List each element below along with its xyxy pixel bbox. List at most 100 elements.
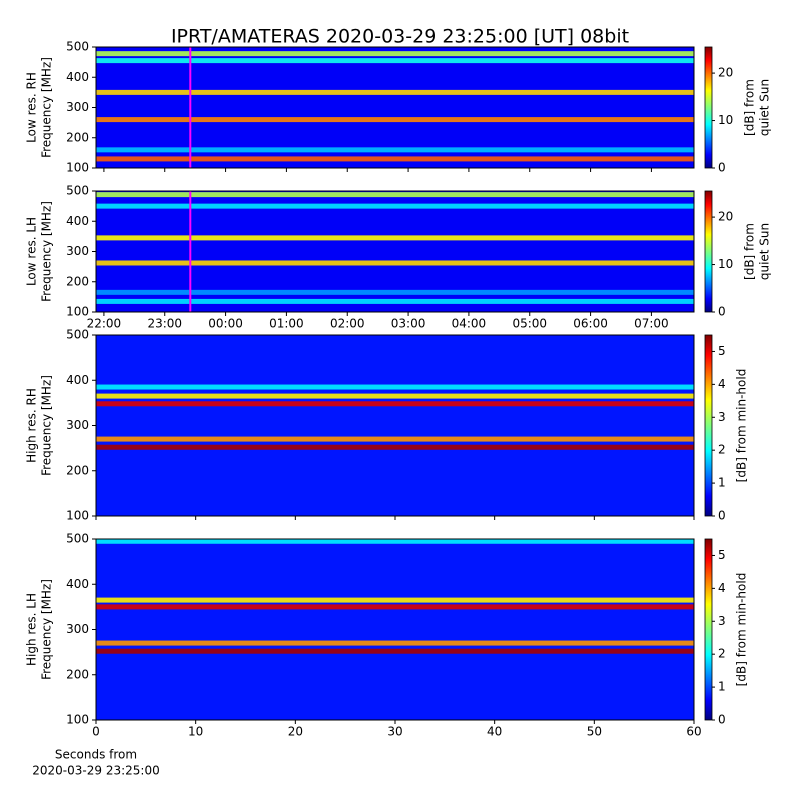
band [96,538,694,544]
colorbar-tick-label: 3 [718,410,726,424]
band [96,51,694,57]
y-axis-label: High res. RH [25,388,39,463]
y-tick-label: 100 [66,713,89,727]
y-tick-label: 400 [66,577,89,591]
colorbar-tick-label: 5 [718,344,726,358]
y-tick-label: 100 [66,509,89,523]
x-tick-label: 22:00 [87,317,122,331]
chart-title: IPRT/AMATERAS 2020-03-29 23:25:00 [UT] 0… [171,26,629,48]
colorbar-label: quiet Sun [758,223,772,280]
y-tick-label: 500 [66,532,89,546]
x-tick-label: 05:00 [512,317,547,331]
y-tick-label: 500 [66,184,89,198]
x-tick-label: 00:00 [208,317,243,331]
y-tick-label: 200 [66,274,89,288]
y-tick-label: 300 [66,100,89,114]
colorbar-tick-label: 4 [718,377,726,391]
band [96,235,694,241]
y-axis-label: Low res. LH [25,217,39,286]
y-axis-label: High res. LH [25,593,39,666]
x-tick-label: 40 [487,725,502,739]
x-tick-label: 50 [587,725,602,739]
x-tick-label: 07:00 [634,317,669,331]
colorbar-label: [dB] from [743,223,757,280]
y-axis-label: Low res. RH [25,72,39,143]
x-tick-label: 04:00 [452,317,487,331]
y-tick-label: 400 [66,214,89,228]
x-tick-label: 30 [387,725,402,739]
band [96,58,694,64]
heatmap-background [96,539,694,720]
colorbar [704,190,713,313]
band [96,640,694,646]
y-tick-label: 400 [66,70,89,84]
colorbar-tick-label: 10 [718,113,733,127]
colorbar-tick-label: 20 [718,66,733,80]
x-axis-label: 2020-03-29 23:25:00 [32,764,159,778]
y-axis-label: Frequency [MHz] [40,201,54,302]
band [96,648,694,654]
colorbar [704,538,713,721]
band [96,384,694,390]
band [96,436,694,442]
colorbar-tick-label: 0 [718,161,726,175]
colorbar-tick-label: 2 [718,443,726,457]
colorbar [704,46,713,169]
colorbar-tick-label: 0 [718,305,726,319]
x-tick-label: 60 [686,725,701,739]
x-tick-label: 0 [92,725,100,739]
y-axis-label: Frequency [MHz] [40,375,54,476]
y-tick-label: 400 [66,373,89,387]
colorbar-tick-label: 20 [718,210,733,224]
band [96,192,694,198]
y-tick-label: 500 [66,328,89,342]
colorbar-tick-label: 5 [718,548,726,562]
x-tick-label: 10 [188,725,203,739]
y-axis-label: Frequency [MHz] [40,579,54,680]
band [96,117,694,123]
y-tick-label: 300 [66,244,89,258]
colorbar [704,334,713,517]
colorbar-label: [dB] from min-hold [735,369,749,483]
band [96,298,694,304]
band [96,604,694,610]
colorbar-label: [dB] from [743,79,757,136]
colorbar-label: [dB] from min-hold [735,573,749,687]
y-tick-label: 200 [66,463,89,477]
band [96,260,694,266]
band [96,203,694,209]
colorbar-tick-label: 0 [718,713,726,727]
band [96,597,694,603]
band [96,89,694,95]
colorbar-tick-label: 3 [718,614,726,628]
x-tick-label: 20 [288,725,303,739]
colorbar-tick-label: 1 [718,680,726,694]
band [96,147,694,153]
y-tick-label: 100 [66,305,89,319]
y-tick-label: 200 [66,130,89,144]
band [96,156,694,162]
x-tick-label: 06:00 [573,317,608,331]
band [96,401,694,407]
y-tick-label: 500 [66,40,89,54]
y-tick-label: 200 [66,667,89,681]
colorbar-tick-label: 0 [718,509,726,523]
y-tick-label: 100 [66,161,89,175]
colorbar-tick-label: 10 [718,257,733,271]
band [96,393,694,399]
colorbar-tick-label: 4 [718,581,726,595]
x-tick-label: 01:00 [269,317,304,331]
x-tick-label: 23:00 [147,317,182,331]
x-tick-label: 03:00 [391,317,426,331]
heatmap-background [96,335,694,516]
y-tick-label: 300 [66,418,89,432]
colorbar-label: quiet Sun [758,79,772,136]
x-axis-label: Seconds from [55,748,137,762]
colorbar-tick-label: 1 [718,476,726,490]
y-axis-label: Frequency [MHz] [40,57,54,158]
band [96,289,694,295]
y-tick-label: 300 [66,622,89,636]
x-tick-label: 02:00 [330,317,365,331]
colorbar-tick-label: 2 [718,647,726,661]
